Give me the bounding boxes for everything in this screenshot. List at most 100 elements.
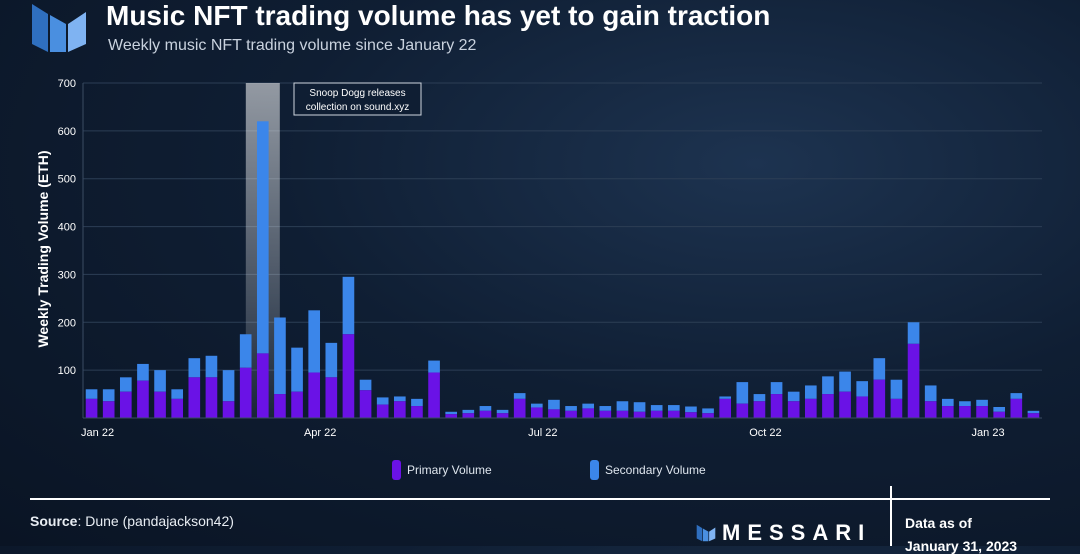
bar-secondary: [565, 406, 577, 411]
annotation-box: [293, 82, 422, 116]
bar-secondary: [1027, 410, 1040, 414]
bar-primary: [325, 377, 338, 418]
x-tick-label: Jan 22: [81, 427, 114, 439]
legend-label-secondary: Secondary Volume: [605, 463, 706, 477]
bar-primary: [274, 394, 286, 418]
data-as-of-date: January 31, 2023: [905, 538, 1018, 554]
bar-primary: [907, 343, 920, 418]
source-text: : Dune (pandajackson42): [77, 513, 234, 529]
bar-secondary: [308, 310, 321, 373]
bar-secondary: [256, 121, 269, 354]
bar-primary: [530, 407, 543, 418]
bar-secondary: [496, 409, 509, 414]
bar-primary: [342, 334, 355, 418]
legend-item-primary: Primary Volume: [392, 460, 492, 480]
bar-primary: [599, 410, 612, 418]
bar-secondary: [787, 391, 800, 402]
y-tick-label: 200: [58, 317, 76, 329]
chart-title: Music NFT trading volume has yet to gain…: [106, 0, 771, 31]
bar-secondary: [685, 406, 697, 413]
bar-secondary: [667, 405, 680, 411]
bar-secondary: [924, 385, 937, 402]
bar-secondary: [804, 385, 817, 399]
y-axis-label: Weekly Trading Volume (ETH): [35, 150, 51, 347]
messari-mark-icon: [696, 524, 716, 542]
bar-secondary: [719, 396, 732, 399]
bar-secondary: [137, 363, 149, 381]
bar-secondary: [702, 408, 714, 414]
messari-logo-icon: [32, 4, 86, 52]
x-tick-label: Apr 22: [304, 427, 336, 439]
bar-primary: [479, 410, 492, 418]
bar-secondary: [633, 402, 646, 412]
bar-secondary: [548, 399, 560, 410]
bar-secondary: [890, 379, 903, 399]
legend-swatch-secondary: [590, 460, 599, 480]
brand-logo: MESSARI: [696, 520, 871, 546]
bar-secondary: [839, 371, 851, 392]
bar-secondary: [102, 389, 115, 402]
bar-secondary: [239, 334, 252, 368]
axes: 100 200 300 400 500 600 700 Jan 22 Apr 22 Jul 22 O…: [58, 78, 1042, 439]
bar-primary: [308, 372, 321, 418]
bar-primary: [856, 396, 869, 418]
legend-label-primary: Primary Volume: [407, 463, 492, 477]
bar-primary: [393, 401, 406, 418]
bar-primary: [924, 401, 937, 418]
bar-primary: [548, 409, 560, 418]
bar-primary: [513, 398, 526, 418]
bar-secondary: [650, 405, 663, 411]
bar-primary: [376, 404, 389, 418]
bar-secondary: [274, 317, 286, 395]
bar-primary: [119, 391, 132, 418]
bar-secondary: [171, 389, 184, 399]
brand-name: MESSARI: [722, 520, 872, 545]
bar-primary: [702, 413, 714, 418]
y-tick-label: 600: [58, 126, 76, 138]
bar-secondary: [959, 401, 971, 407]
bar-primary: [890, 398, 903, 418]
y-tick-label: 700: [58, 78, 76, 90]
bar-primary: [941, 406, 954, 418]
legend-swatch-primary: [392, 460, 401, 480]
bar-secondary: [154, 370, 166, 392]
bar-secondary: [85, 389, 98, 399]
bar-primary: [154, 391, 166, 418]
bar-primary: [496, 413, 509, 418]
bar-primary: [650, 410, 663, 418]
bar-primary: [256, 353, 269, 418]
bar-primary: [822, 394, 834, 418]
annotation-line-1: Snoop Dogg releases: [309, 88, 405, 99]
bar-primary: [222, 401, 235, 418]
bar-primary: [787, 401, 800, 418]
bar-primary: [667, 410, 680, 418]
annotation-line-2: collection on sound.xyz: [306, 102, 409, 113]
bar-primary: [1010, 398, 1023, 418]
bar-primary: [411, 406, 423, 418]
bar-secondary: [479, 406, 492, 411]
bar-secondary: [325, 342, 338, 378]
bars: [85, 121, 1040, 418]
y-tick-label: 100: [58, 365, 76, 377]
bar-primary: [239, 367, 252, 418]
bar-primary: [85, 398, 98, 418]
bar-primary: [205, 377, 218, 418]
bar-primary: [462, 413, 475, 418]
bar-primary: [770, 394, 783, 418]
bar-secondary: [976, 399, 988, 407]
bar-primary: [188, 377, 201, 418]
bar-secondary: [770, 382, 783, 395]
bar-secondary: [359, 379, 372, 391]
bar-secondary: [376, 397, 389, 405]
x-tick-label: Jul 22: [528, 427, 557, 439]
y-tick-label: 400: [58, 222, 76, 234]
chart-subtitle: Weekly music NFT trading volume since Ja…: [108, 37, 477, 54]
bar-primary: [993, 411, 1006, 418]
bar-secondary: [856, 381, 869, 397]
bar-primary: [137, 380, 149, 418]
bar-secondary: [222, 370, 235, 402]
bar-secondary: [513, 393, 526, 399]
bar-primary: [736, 403, 749, 418]
x-tick-label: Jan 23: [972, 427, 1005, 439]
bar-chart: 100 200 300 400 500 600 700 Jan 22 Apr 22 Jul 22 O…: [35, 78, 1042, 439]
